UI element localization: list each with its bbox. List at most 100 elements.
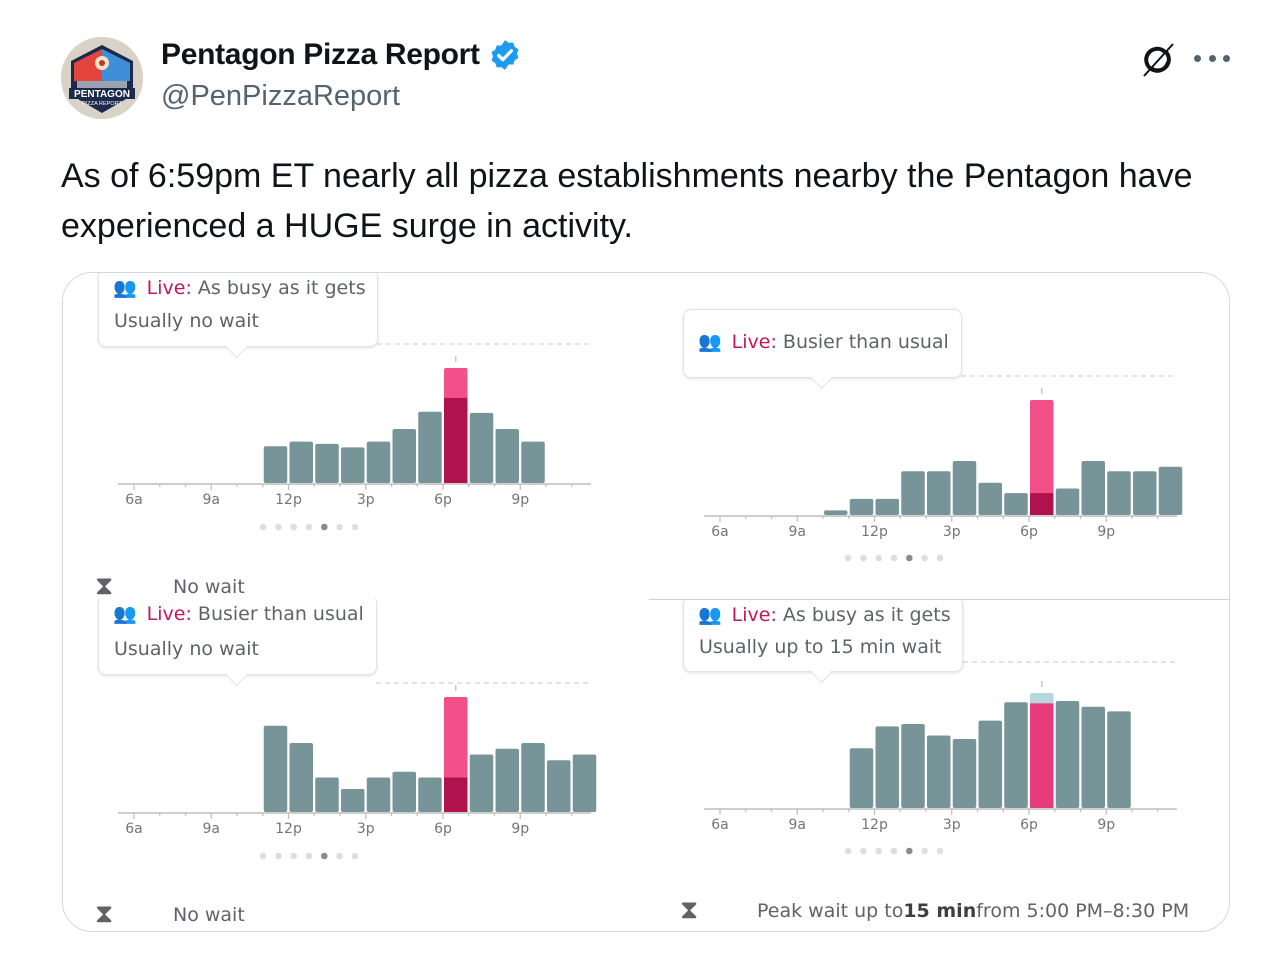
page-dot bbox=[875, 554, 882, 562]
usual-bar bbox=[521, 441, 545, 483]
popular-times-chart: 6a 9a 12p 3p 6p 9p bbox=[704, 375, 1183, 562]
people-icon: 👥 bbox=[698, 604, 722, 626]
usual-bar bbox=[1055, 701, 1080, 808]
popular-times-chart: 6a 9a 12p 3p 6p 9p bbox=[118, 682, 597, 860]
usual-bar bbox=[927, 471, 951, 515]
live-tooltip: 👥 Live: As busy as it gets Usually up to … bbox=[683, 600, 963, 672]
page-dot bbox=[890, 847, 898, 855]
more-icon[interactable] bbox=[1194, 45, 1230, 71]
x-tick-label: 12p bbox=[861, 524, 888, 540]
x-tick-label: 3p bbox=[943, 817, 961, 833]
page-dot bbox=[890, 554, 898, 562]
page-dot bbox=[275, 523, 282, 531]
usual-bar bbox=[418, 777, 442, 812]
usual-bar-current bbox=[1030, 493, 1054, 515]
live-status: As busy as it gets bbox=[197, 276, 366, 299]
page-dot bbox=[305, 523, 313, 531]
usual-bar bbox=[263, 725, 288, 812]
usual-bar bbox=[418, 411, 442, 483]
grok-icon[interactable] bbox=[1138, 40, 1178, 80]
handle[interactable]: @PenPizzaReport bbox=[161, 80, 400, 112]
usual-bar bbox=[521, 743, 545, 812]
live-status: Busier than usual bbox=[782, 330, 949, 353]
display-name[interactable]: Pentagon Pizza Report bbox=[161, 38, 522, 72]
page-dot bbox=[844, 847, 852, 855]
x-tick-label: 3p bbox=[357, 492, 375, 508]
wait-text: No wait bbox=[173, 903, 245, 926]
hourglass-icon: ⧗ bbox=[95, 571, 114, 599]
usual-bar bbox=[495, 428, 519, 483]
usual-bar bbox=[341, 447, 365, 483]
page-dot bbox=[936, 847, 944, 855]
x-tick-label: 6p bbox=[434, 821, 452, 837]
media-image[interactable]: 6a 9a 12p 3p 6p 9p 👥 Live: As busy as it gets … bbox=[62, 272, 1230, 932]
x-tick-label: 6a bbox=[125, 492, 143, 508]
x-tick-label: 9p bbox=[1097, 817, 1115, 833]
page-dot bbox=[906, 554, 913, 562]
usual-bar bbox=[927, 735, 951, 808]
usual-bar bbox=[849, 498, 874, 515]
live-tooltip: 👥 Live: As busy as it gets Usually no wai… bbox=[98, 273, 378, 347]
x-tick-label: 9p bbox=[511, 821, 529, 837]
avatar[interactable]: PENTAGON PIZZA REPORT bbox=[61, 37, 143, 119]
wait-range: from 5:00 PM–8:30 PM bbox=[976, 899, 1190, 922]
x-tick-label: 12p bbox=[275, 821, 302, 837]
x-tick-label: 6p bbox=[1020, 524, 1038, 540]
usual-bar bbox=[875, 726, 899, 808]
wait-text: Peak wait up to bbox=[757, 899, 904, 922]
display-name-text[interactable]: Pentagon Pizza Report bbox=[161, 38, 480, 71]
page-dot bbox=[305, 852, 313, 860]
x-tick-label: 12p bbox=[861, 817, 888, 833]
popular-times-chart: 6a 9a 12p 3p 6p 9p bbox=[118, 343, 591, 531]
usual-bar bbox=[849, 748, 874, 808]
usual-bar bbox=[824, 510, 848, 515]
usual-bar bbox=[1133, 471, 1157, 515]
usual-bar bbox=[547, 760, 571, 812]
live-status: Busier than usual bbox=[197, 602, 364, 625]
usual-bar bbox=[469, 754, 494, 812]
usual-bar bbox=[366, 777, 391, 812]
popular-times-card-1: 6a 9a 12p 3p 6p 9p 👥 Live: As busy as it gets … bbox=[63, 273, 648, 599]
people-icon: 👥 bbox=[113, 603, 137, 625]
x-tick-label: 9p bbox=[511, 492, 529, 508]
people-icon: 👥 bbox=[113, 277, 137, 299]
usual-wait: Usually up to 15 min wait bbox=[699, 636, 942, 658]
usual-bar-current bbox=[444, 777, 468, 812]
usual-bar bbox=[978, 720, 1002, 808]
usual-wait: Usually no wait bbox=[114, 310, 259, 332]
usual-bar bbox=[1107, 471, 1131, 515]
x-tick-label: 3p bbox=[357, 821, 375, 837]
usual-bar bbox=[1081, 706, 1105, 808]
page-dot bbox=[921, 554, 928, 562]
usual-bar bbox=[495, 748, 519, 812]
page-dot bbox=[336, 523, 343, 531]
usual-bar bbox=[875, 498, 899, 515]
usual-bar bbox=[1004, 702, 1028, 808]
usual-bar bbox=[901, 724, 925, 808]
verified-badge-icon[interactable] bbox=[488, 38, 522, 72]
wait-footer: ⧗ No wait bbox=[95, 571, 245, 599]
wait-footer: ⧗ Peak wait up to 15 min from 5:00 PM–8:3… bbox=[680, 895, 1189, 926]
live-label: Live: bbox=[731, 603, 777, 626]
usual-bar bbox=[366, 441, 391, 483]
usual-bar bbox=[341, 789, 365, 812]
usual-bar bbox=[952, 739, 977, 808]
usual-wait: Usually no wait bbox=[114, 638, 259, 660]
usual-bar bbox=[469, 412, 494, 483]
usual-bar bbox=[978, 482, 1002, 515]
pentagon-pizza-logo: PENTAGON PIZZA REPORT bbox=[61, 37, 143, 119]
usual-bar bbox=[1055, 488, 1080, 515]
usual-bar bbox=[1081, 460, 1105, 515]
x-tick-label: 9a bbox=[203, 821, 221, 837]
usual-bar bbox=[289, 743, 313, 812]
usual-bar bbox=[1158, 466, 1183, 515]
x-tick-label: 6a bbox=[711, 817, 729, 833]
usual-bar bbox=[315, 443, 339, 483]
svg-text:PENTAGON: PENTAGON bbox=[74, 89, 130, 100]
live-tooltip: 👥 Live: Busier than usual bbox=[683, 309, 962, 378]
x-tick-label: 6a bbox=[711, 524, 729, 540]
live-label: Live: bbox=[146, 276, 192, 299]
popular-times-card-3: 6a 9a 12p 3p 6p 9p 👥 Live: Busier than usual U… bbox=[63, 599, 648, 931]
wait-text: No wait bbox=[173, 575, 245, 598]
